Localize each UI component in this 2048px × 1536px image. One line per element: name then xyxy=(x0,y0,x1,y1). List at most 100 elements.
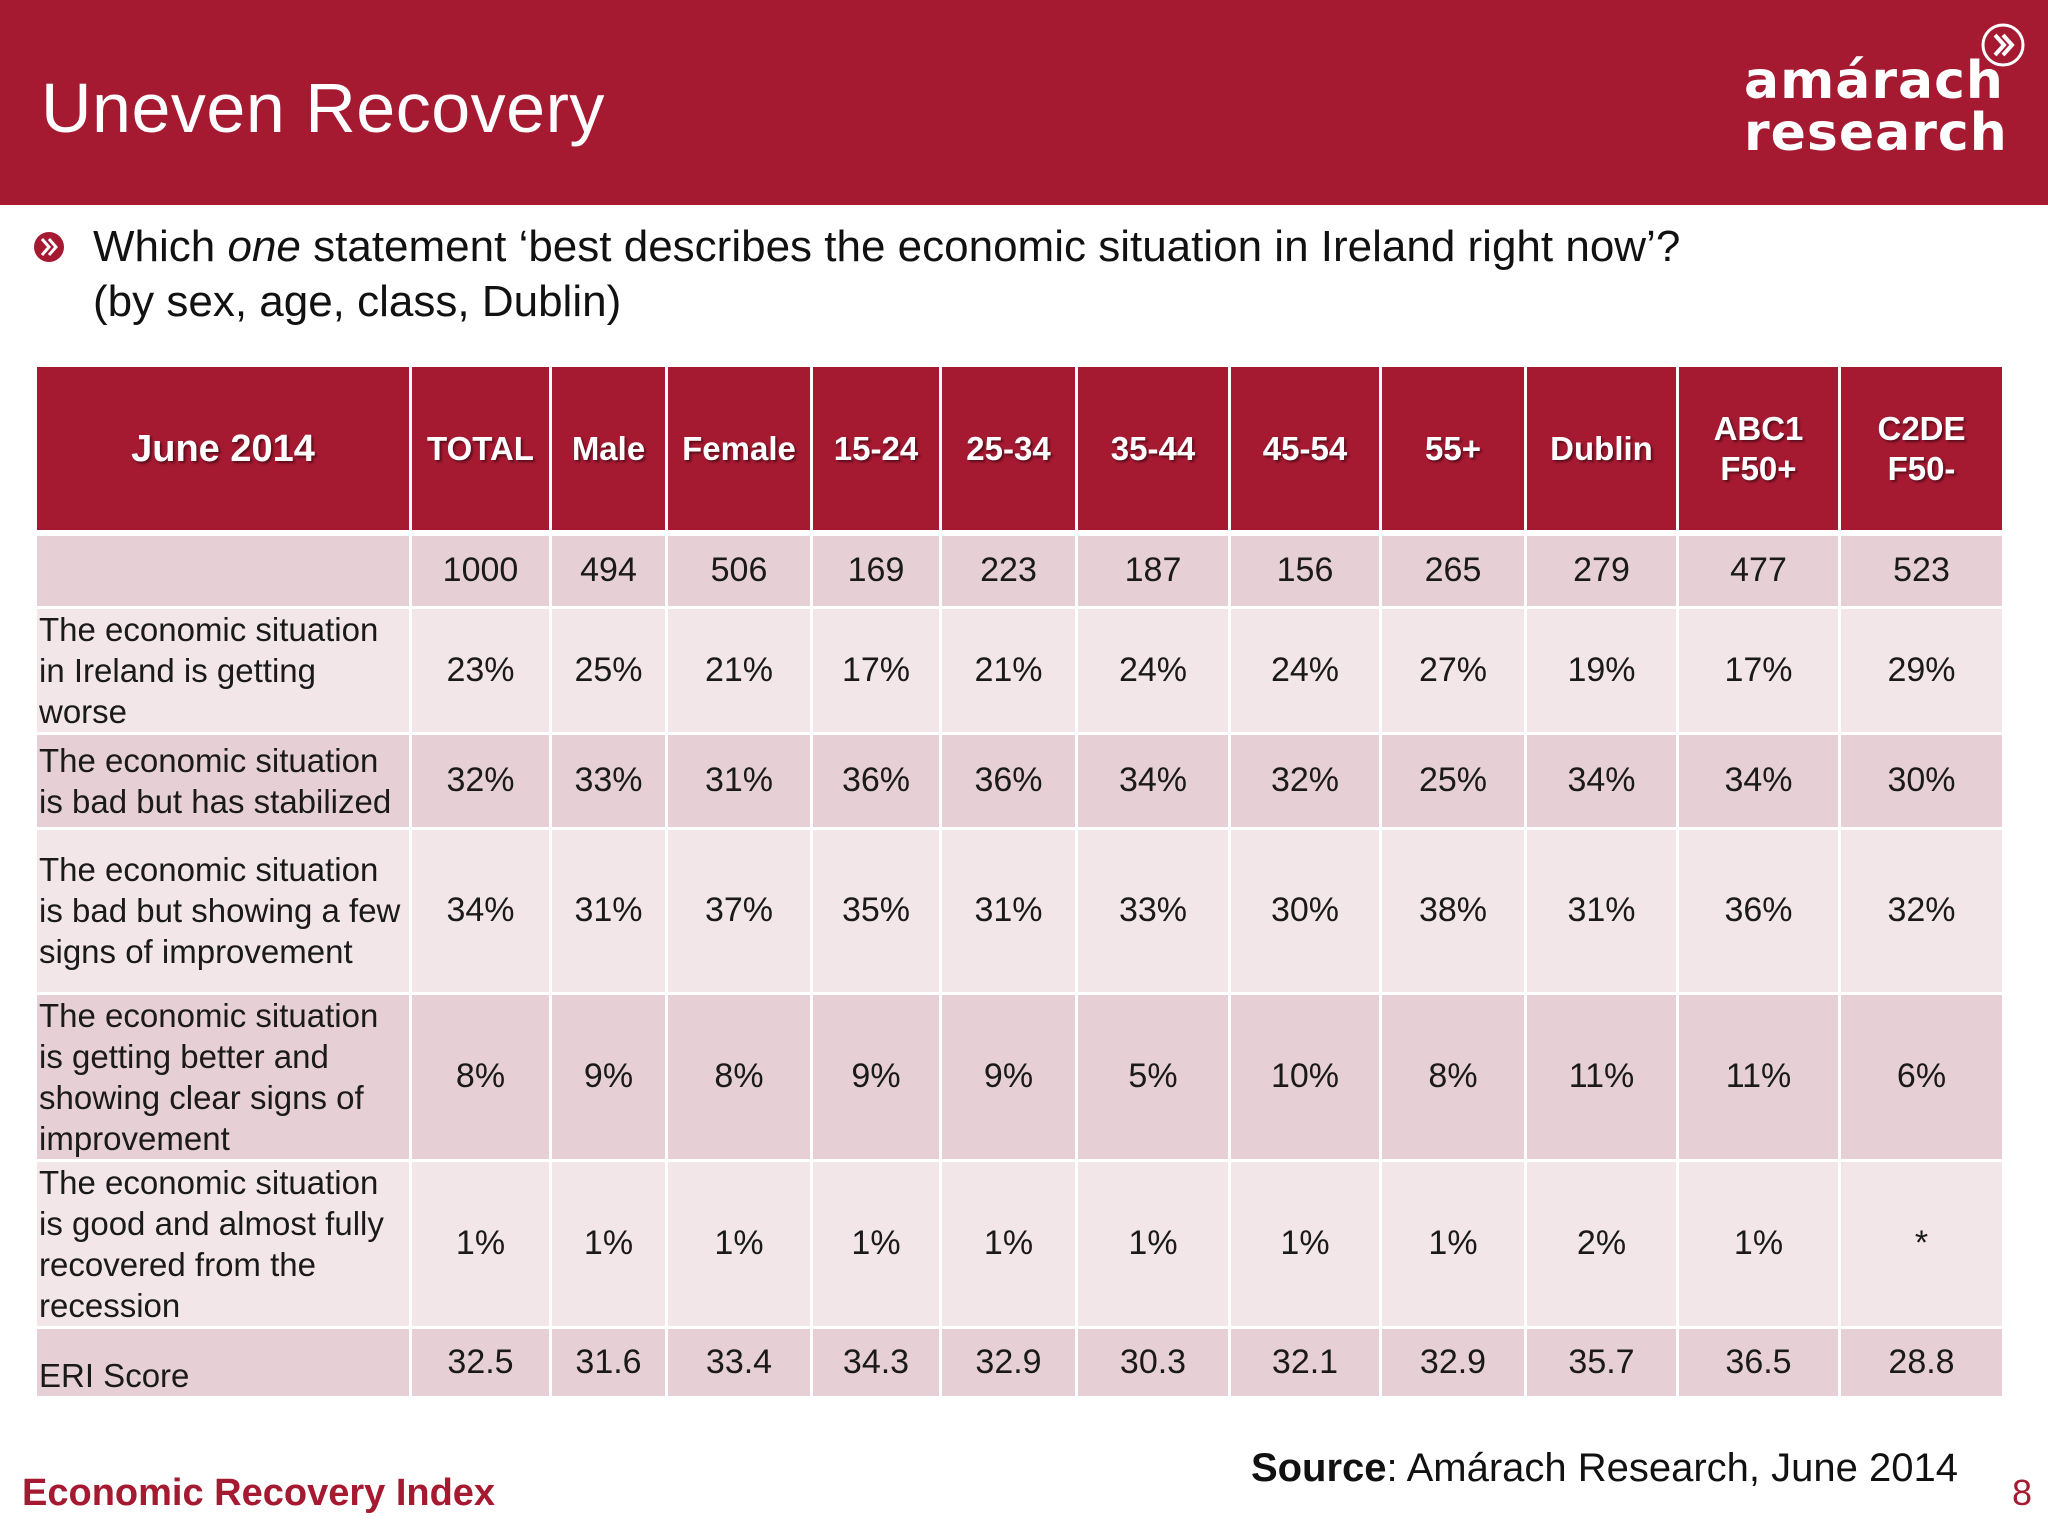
column-header: Male xyxy=(549,364,668,536)
table-row-eri: ERI Score 32.5 31.6 33.4 34.3 32.9 30.3 … xyxy=(34,1325,2005,1399)
table-cell: 21% xyxy=(665,605,813,735)
table-cell: 31% xyxy=(665,731,813,830)
table-cell: 10% xyxy=(1228,991,1382,1162)
company-logo: amárach research xyxy=(1744,51,2008,163)
results-table: June 2014 TOTAL Male Female 15-24 25-34 … xyxy=(34,364,2005,1399)
table-cell: 29% xyxy=(1838,605,2005,735)
source-text: : Amárach Research, June 2014 xyxy=(1386,1446,1958,1490)
table-cell: 30% xyxy=(1838,731,2005,830)
table-cell: 265 xyxy=(1379,531,1527,609)
table-cell: 33% xyxy=(549,731,668,830)
row-label: The economic situation is good and almos… xyxy=(34,1158,412,1329)
row-label: The economic situation in Ireland is get… xyxy=(34,605,412,735)
page-number: 8 xyxy=(2011,1472,2032,1513)
table-cell: 1% xyxy=(1379,1158,1527,1329)
table-cell: 9% xyxy=(810,991,942,1162)
table-cell: 5% xyxy=(1075,991,1231,1162)
table-cell: 223 xyxy=(939,531,1078,609)
table-cell: 8% xyxy=(665,991,813,1162)
table-cell: 33% xyxy=(1075,826,1231,995)
table-cell: 187 xyxy=(1075,531,1231,609)
column-header: 45-54 xyxy=(1228,364,1382,536)
table-cell: 8% xyxy=(409,991,552,1162)
table-cell: 21% xyxy=(939,605,1078,735)
table-cell: 23% xyxy=(409,605,552,735)
table-cell: 30% xyxy=(1228,826,1382,995)
table-cell: 8% xyxy=(1379,991,1527,1162)
header-corner: June 2014 xyxy=(34,364,412,536)
table-cell: 37% xyxy=(665,826,813,995)
table-cell: 1% xyxy=(939,1158,1078,1329)
table-cell: 32.9 xyxy=(939,1325,1078,1399)
table-cell: 38% xyxy=(1379,826,1527,995)
table-cell: 35% xyxy=(810,826,942,995)
question-suffix: statement ‘best describes the economic s… xyxy=(300,222,1681,271)
table-cell: 1% xyxy=(810,1158,942,1329)
table-cell: 1% xyxy=(409,1158,552,1329)
table-cell: 31% xyxy=(1524,826,1679,995)
row-label: The economic situation is bad but has st… xyxy=(34,731,412,830)
logo-line-1: amárach xyxy=(1744,51,2004,111)
table-row: The economic situation is bad but showin… xyxy=(34,826,2005,995)
question-subtitle: (by sex, age, class, Dublin) xyxy=(93,277,622,326)
table-cell: 34% xyxy=(409,826,552,995)
table-cell: 36% xyxy=(810,731,942,830)
table-cell: 32% xyxy=(1228,731,1382,830)
row-label: The economic situation is getting better… xyxy=(34,991,412,1162)
table-cell: 506 xyxy=(665,531,813,609)
table-cell: 28.8 xyxy=(1838,1325,2005,1399)
table-cell: 279 xyxy=(1524,531,1679,609)
column-header: 15-24 xyxy=(810,364,942,536)
table-cell: 24% xyxy=(1228,605,1382,735)
table-cell: 36.5 xyxy=(1676,1325,1841,1399)
table-row: The economic situation in Ireland is get… xyxy=(34,605,2005,735)
row-label xyxy=(34,531,412,609)
table-cell: 30.3 xyxy=(1075,1325,1231,1399)
table-cell: 25% xyxy=(549,605,668,735)
table-cell: 24% xyxy=(1075,605,1231,735)
column-header: 55+ xyxy=(1379,364,1527,536)
table-cell: 34% xyxy=(1524,731,1679,830)
table-cell: 36% xyxy=(939,731,1078,830)
table-cell: 9% xyxy=(549,991,668,1162)
table-cell: 34% xyxy=(1676,731,1841,830)
table-cell: 36% xyxy=(1676,826,1841,995)
table-cell: 156 xyxy=(1228,531,1382,609)
table-cell: 25% xyxy=(1379,731,1527,830)
table-cell: 32% xyxy=(1838,826,2005,995)
table-cell: 31% xyxy=(549,826,668,995)
source-note: Source: Amárach Research, June 2014 xyxy=(1251,1446,1958,1491)
table-cell: 2% xyxy=(1524,1158,1679,1329)
table-cell: 19% xyxy=(1524,605,1679,735)
table-cell: 9% xyxy=(939,991,1078,1162)
footer-title: Economic Recovery Index xyxy=(22,1472,496,1514)
column-header: Female xyxy=(665,364,813,536)
slide-title: Uneven Recovery xyxy=(41,69,605,147)
table-row: The economic situation is good and almos… xyxy=(34,1158,2005,1329)
table-row-base: 1000 494 506 169 223 187 156 265 279 477… xyxy=(34,531,2005,609)
column-header: ABC1 F50+ xyxy=(1676,364,1841,536)
table-header-row: June 2014 TOTAL Male Female 15-24 25-34 … xyxy=(34,364,2005,536)
table-cell: 35.7 xyxy=(1524,1325,1679,1399)
table-cell: 494 xyxy=(549,531,668,609)
column-header: TOTAL xyxy=(409,364,552,536)
table-cell: 169 xyxy=(810,531,942,609)
table-row: The economic situation is getting better… xyxy=(34,991,2005,1162)
logo-line-2: research xyxy=(1744,103,2008,163)
table-cell: 1% xyxy=(1676,1158,1841,1329)
table-cell: 27% xyxy=(1379,605,1527,735)
table-cell: 11% xyxy=(1676,991,1841,1162)
table-cell: 33.4 xyxy=(665,1325,813,1399)
table-cell: * xyxy=(1838,1158,2005,1329)
row-label: ERI Score xyxy=(34,1325,412,1399)
table-row: The economic situation is bad but has st… xyxy=(34,731,2005,830)
table-cell: 31% xyxy=(939,826,1078,995)
table-cell: 6% xyxy=(1838,991,2005,1162)
column-header: C2DE F50- xyxy=(1838,364,2005,536)
table-cell: 1% xyxy=(665,1158,813,1329)
table-cell: 17% xyxy=(1676,605,1841,735)
question-text: Which one statement ‘best describes the … xyxy=(93,219,1993,329)
table-cell: 17% xyxy=(810,605,942,735)
column-header: 25-34 xyxy=(939,364,1078,536)
table-cell: 34% xyxy=(1075,731,1231,830)
